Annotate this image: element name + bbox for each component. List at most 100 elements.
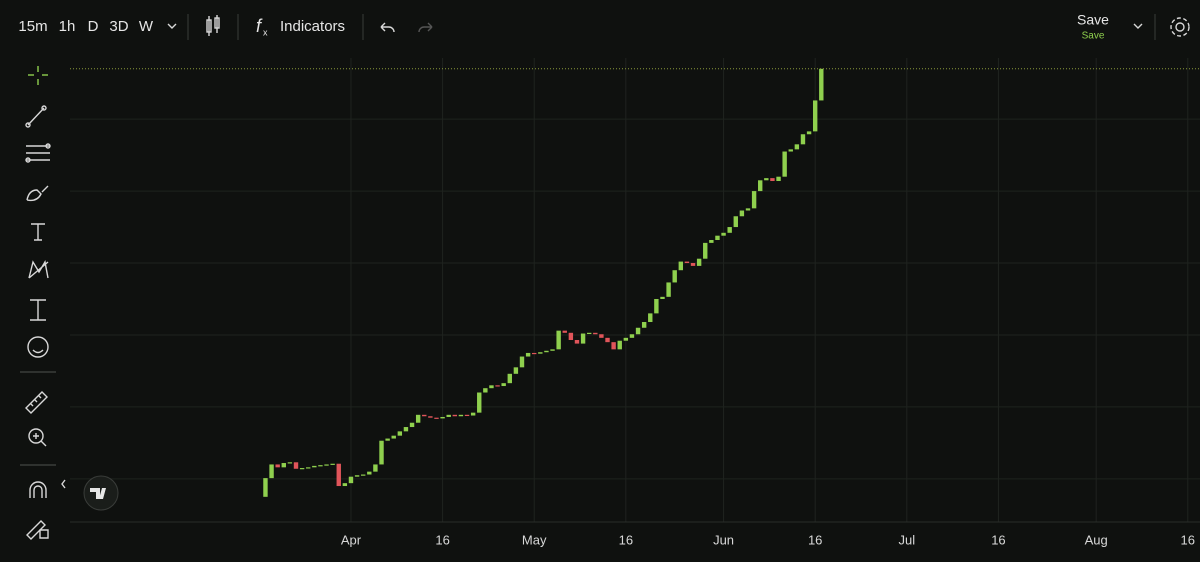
candle-body: [495, 385, 500, 387]
fx-icon: f: [256, 16, 263, 36]
candle-body: [269, 464, 274, 479]
top-toolbar: f x Save Save 15m 1h D 3D W Indicators: [18, 12, 1190, 42]
interval-dropdown[interactable]: [167, 23, 177, 29]
magnet-tool[interactable]: [29, 481, 47, 498]
lock-tool[interactable]: [26, 520, 49, 540]
candle-body: [654, 298, 659, 314]
candle-body: [751, 191, 757, 209]
fx-icon-sub: x: [263, 27, 268, 37]
candle-body: [415, 414, 421, 423]
candle-body: [599, 334, 604, 338]
candle-body: [422, 414, 427, 417]
candle-body: [678, 261, 684, 271]
candle-body: [281, 463, 286, 468]
candle-body: [550, 349, 555, 351]
chart-type-button[interactable]: [206, 15, 220, 36]
candle-body: [397, 431, 403, 436]
emoji-tool[interactable]: [27, 336, 49, 358]
candle-body: [782, 151, 787, 177]
candle-body: [764, 178, 769, 181]
interval-button[interactable]: 15m: [18, 18, 47, 35]
candle-body: [574, 339, 580, 344]
candle-body: [721, 232, 726, 236]
collapse-arrow[interactable]: [61, 479, 66, 489]
candle-body: [360, 474, 366, 476]
candle-body: [733, 216, 738, 228]
candle-body: [501, 383, 506, 387]
measure-tool[interactable]: [30, 299, 46, 321]
candle-body: [806, 131, 812, 135]
candle-body: [611, 342, 616, 350]
zoom-tool[interactable]: [28, 428, 47, 447]
interval-button[interactable]: D: [88, 18, 99, 35]
candle-body: [715, 235, 720, 241]
save-dropdown[interactable]: [1133, 23, 1143, 29]
x-tick-label: Jul: [898, 532, 915, 547]
candle-body: [819, 68, 824, 101]
crosshair-tool[interactable]: [28, 66, 48, 85]
candle-body: [348, 476, 354, 484]
x-tick-label: Jun: [713, 532, 734, 547]
candle-body: [696, 258, 702, 266]
candle-body: [617, 340, 622, 350]
candle-body: [770, 178, 775, 182]
candle-body: [544, 350, 549, 353]
candle-body: [666, 282, 671, 297]
candle-body: [354, 475, 360, 477]
candle-body: [446, 414, 451, 417]
candle-body: [758, 180, 763, 192]
candle-body: [580, 333, 586, 344]
candle-body: [538, 352, 543, 354]
candle-body: [525, 352, 531, 357]
candle-body: [342, 483, 348, 487]
pattern-tool[interactable]: [28, 260, 49, 279]
candle-body: [263, 478, 268, 497]
indicators-button[interactable]: Indicators: [280, 18, 345, 35]
candle-body: [299, 468, 305, 470]
interval-button[interactable]: 1h: [59, 18, 76, 35]
x-tick-label: Aug: [1085, 532, 1108, 547]
x-tick-label: 16: [1181, 532, 1195, 547]
x-tick-label: 16: [435, 532, 449, 547]
candle-body: [275, 464, 280, 468]
candle-body: [800, 134, 806, 145]
candle-body: [428, 416, 433, 418]
settings-button[interactable]: [1170, 17, 1190, 37]
brush-tool[interactable]: [26, 185, 49, 202]
save-button[interactable]: Save: [1077, 12, 1109, 28]
fib-tool[interactable]: [25, 143, 51, 163]
candle-body: [684, 261, 690, 264]
x-tick-label: 16: [991, 532, 1005, 547]
redo-button[interactable]: [418, 22, 433, 33]
candle-body: [641, 322, 647, 328]
candle-body: [458, 414, 464, 417]
candle-body: [287, 462, 293, 464]
x-tick-label: May: [522, 532, 547, 547]
candle-body: [513, 367, 519, 374]
undo-button[interactable]: [380, 22, 395, 33]
interval-button[interactable]: 3D: [109, 18, 128, 35]
candle-body: [507, 373, 512, 384]
candle-body: [440, 416, 445, 419]
save-status: Save: [1082, 31, 1105, 42]
trendline-tool[interactable]: [25, 105, 47, 128]
candle-body: [593, 332, 598, 335]
candle-body: [788, 149, 793, 152]
candle-body: [452, 414, 458, 417]
text-tool[interactable]: [31, 223, 45, 241]
candle-body: [464, 414, 470, 417]
candle-body: [391, 435, 396, 439]
candle-body: [293, 462, 299, 469]
candle-body: [409, 422, 415, 428]
ruler-tool[interactable]: [25, 391, 48, 414]
candle-body: [403, 427, 409, 432]
candle-body: [330, 463, 335, 465]
candle-body: [739, 210, 745, 217]
candle-body: [385, 438, 390, 441]
candle-body: [648, 313, 653, 323]
candle-body: [324, 464, 329, 466]
interval-button[interactable]: W: [139, 18, 154, 35]
candle-body: [306, 467, 311, 469]
